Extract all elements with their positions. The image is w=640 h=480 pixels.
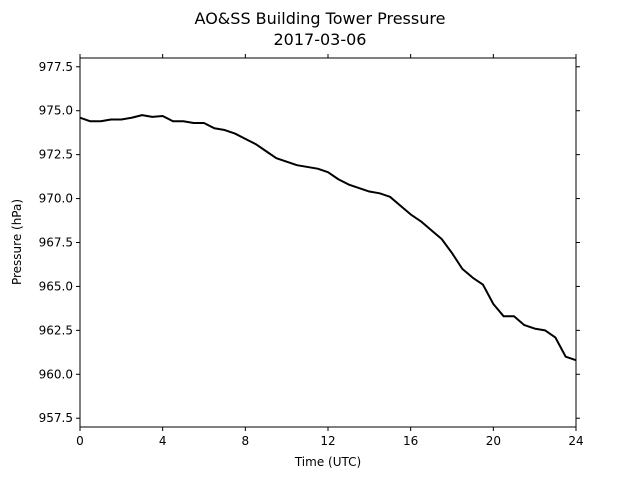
y-tick-label: 975.0 (39, 104, 73, 118)
y-tick-label: 967.5 (39, 236, 73, 250)
plot-frame (79, 57, 577, 428)
x-axis-label: Time (UTC) (294, 455, 361, 469)
line-layer (79, 114, 577, 362)
x-tick-label: 16 (403, 434, 418, 448)
x-tick-label: 12 (320, 434, 335, 448)
y-tick-label: 960.0 (39, 367, 73, 381)
y-tick-label: 970.0 (39, 192, 73, 206)
x-tick-label: 8 (242, 434, 250, 448)
plot-area (80, 58, 576, 427)
chart-subtitle: 2017-03-06 (274, 30, 367, 49)
y-tick-label: 977.5 (39, 60, 73, 74)
y-tick-label: 972.5 (39, 148, 73, 162)
x-tick-label: 24 (568, 434, 583, 448)
ticks-layer: 0 4 8 12 16 20 24 957.5 960.0 962.5 965.0 967.5 970.… (39, 54, 584, 448)
x-tick-label: 0 (76, 434, 84, 448)
y-tick-label: 962.5 (39, 323, 73, 337)
y-tick-label: 965.0 (39, 279, 73, 293)
y-axis-label: Pressure (hPa) (10, 199, 24, 285)
chart-title: AO&SS Building Tower Pressure (195, 9, 446, 28)
x-tick-label: 20 (486, 434, 501, 448)
x-tick-label: 4 (159, 434, 167, 448)
y-tick-label: 957.5 (39, 411, 73, 425)
pressure-series-line (79, 114, 577, 362)
